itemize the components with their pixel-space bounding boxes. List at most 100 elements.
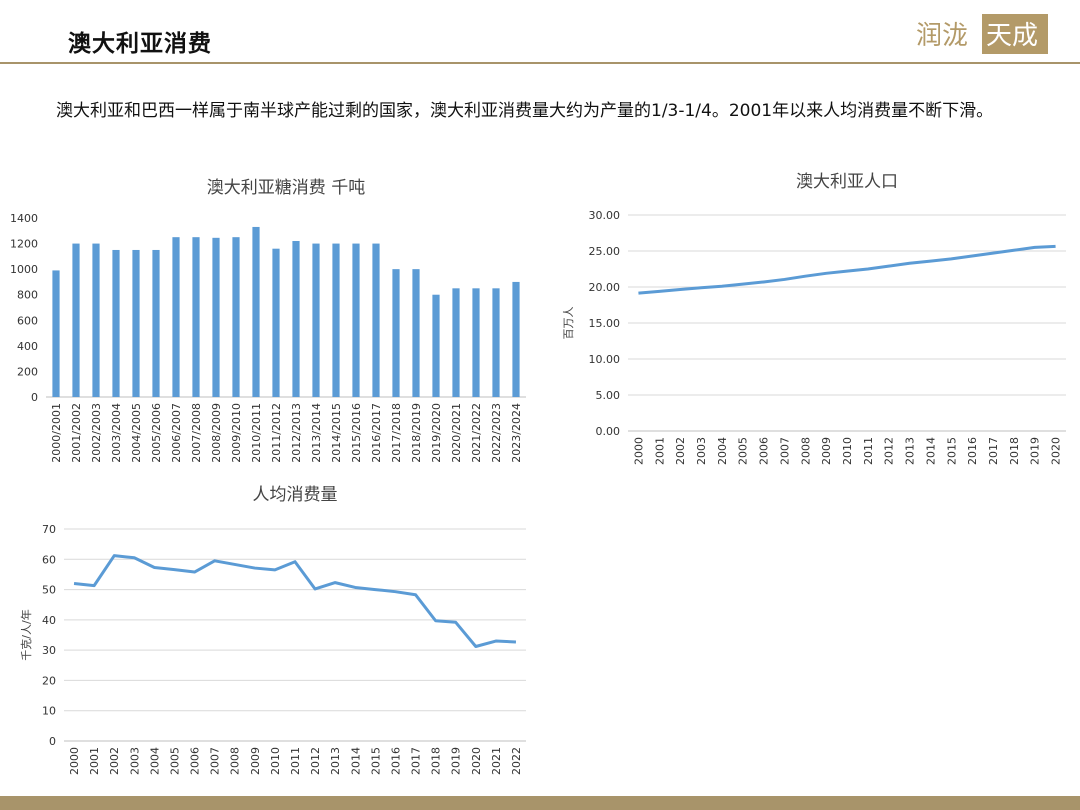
y-tick-label: 10.00 <box>589 353 621 366</box>
x-tick-label: 2005/2006 <box>150 403 163 463</box>
y-tick-label: 25.00 <box>589 245 621 258</box>
chart-title: 澳大利亚人口 <box>796 172 898 192</box>
series-line <box>638 244 1056 295</box>
svg-text:润泷: 润泷 <box>916 21 968 51</box>
x-tick-label: 2001/2002 <box>70 403 83 463</box>
x-tick-label: 2007/2008 <box>190 403 203 463</box>
x-tick-label: 2015 <box>945 437 958 465</box>
y-tick-label: 600 <box>17 314 38 327</box>
x-tick-label: 2020 <box>1050 437 1063 465</box>
y-tick-label: 20 <box>42 674 56 687</box>
y-axis-label: 百万人 <box>562 307 575 340</box>
x-tick-label: 2009 <box>249 747 262 775</box>
bar <box>172 237 180 397</box>
x-tick-label: 2020 <box>470 747 483 775</box>
bar <box>52 270 60 397</box>
y-tick-label: 50 <box>42 584 56 597</box>
bar <box>472 288 480 397</box>
x-tick-label: 2015 <box>369 747 382 775</box>
x-tick-label: 2017 <box>987 437 1000 465</box>
bar <box>412 269 420 397</box>
bar <box>192 237 200 397</box>
x-tick-label: 2001 <box>88 747 101 775</box>
y-tick-label: 400 <box>17 340 38 353</box>
bar <box>432 294 440 397</box>
x-tick-label: 2014/2015 <box>330 403 343 463</box>
x-tick-label: 2017/2018 <box>390 403 403 463</box>
header-divider <box>0 62 1080 64</box>
x-tick-label: 2010/2011 <box>250 403 263 463</box>
x-tick-label: 2021/2022 <box>470 403 483 463</box>
per-capita-line-chart: 人均消费量 0 10 20 30 40 50 60 70 千克/人/年 2000 2001 2002 20… <box>19 485 526 775</box>
x-tick-label: 2002 <box>108 747 121 775</box>
x-tick-label: 2011 <box>289 747 302 775</box>
x-tick-label: 2012 <box>883 437 896 465</box>
x-tick-label: 2009 <box>820 437 833 465</box>
x-tick-label: 2016 <box>966 437 979 465</box>
x-tick-label: 2013 <box>329 747 342 775</box>
x-tick-label: 2008/2009 <box>210 403 223 463</box>
y-tick-label: 1000 <box>10 263 38 276</box>
x-tick-label: 2011/2012 <box>270 403 283 463</box>
x-tick-label: 2004 <box>716 437 729 465</box>
x-tick-label: 2016/2017 <box>370 403 383 463</box>
y-tick-label: 10 <box>42 705 56 718</box>
chart-title: 人均消费量 <box>253 485 338 505</box>
x-tick-label: 2017 <box>410 747 423 775</box>
y-tick-label: 60 <box>42 553 56 566</box>
bar <box>112 249 120 397</box>
bar <box>352 243 360 397</box>
bar <box>292 241 300 397</box>
x-tick-label: 2016 <box>389 747 402 775</box>
x-tick-label: 2003/2004 <box>110 403 123 463</box>
y-tick-label: 1400 <box>10 212 38 225</box>
y-tick-label: 5.00 <box>596 389 621 402</box>
x-tick-label: 2002 <box>674 437 687 465</box>
x-tick-label: 2023/2024 <box>510 403 523 463</box>
x-tick-label: 2000/2001 <box>50 403 63 463</box>
x-tick-label: 2010 <box>269 747 282 775</box>
x-tick-label: 2018/2019 <box>410 403 423 463</box>
x-tick-label: 2011 <box>862 437 875 465</box>
bar <box>452 288 460 397</box>
x-tick-label: 2013 <box>904 437 917 465</box>
x-tick-label: 2007 <box>778 437 791 465</box>
x-tick-label: 2010 <box>841 437 854 465</box>
y-tick-label: 20.00 <box>589 281 621 294</box>
x-tick-label: 2004/2005 <box>130 403 143 463</box>
bar <box>392 269 400 397</box>
x-tick-label: 2007 <box>209 747 222 775</box>
page-title: 澳大利亚消费 <box>68 31 212 57</box>
y-tick-label: 15.00 <box>589 317 621 330</box>
y-tick-label: 0.00 <box>596 425 621 438</box>
bar <box>92 243 100 397</box>
y-tick-label: 40 <box>42 614 56 627</box>
svg-text:天成: 天成 <box>986 21 1038 51</box>
x-tick-label: 2008 <box>799 437 812 465</box>
x-tick-label: 2022/2023 <box>490 403 503 463</box>
x-tick-label: 2006 <box>758 437 771 465</box>
x-tick-label: 2014 <box>349 747 362 775</box>
bar <box>152 249 160 397</box>
chart-title: 澳大利亚糖消费 千吨 <box>207 178 365 198</box>
x-tick-label: 2020/2021 <box>450 403 463 463</box>
y-tick-label: 1200 <box>10 238 38 251</box>
x-tick-label: 2013/2014 <box>310 403 323 463</box>
x-tick-label: 2018 <box>1008 437 1021 465</box>
x-tick-label: 2015/2016 <box>350 403 363 463</box>
y-tick-label: 200 <box>17 365 38 378</box>
y-tick-label: 30.00 <box>589 209 621 222</box>
x-tick-label: 2009/2010 <box>230 403 243 463</box>
sugar-consumption-bar-chart: 澳大利亚糖消费 千吨 0 200 400 600 800 1000 1200 1400 2000/… <box>10 178 526 463</box>
x-tick-label: 2005 <box>737 437 750 465</box>
x-tick-label: 2004 <box>148 747 161 775</box>
bar <box>232 237 240 397</box>
x-tick-label: 2003 <box>695 437 708 465</box>
bar <box>312 243 320 397</box>
y-tick-label: 0 <box>49 735 56 748</box>
bar <box>72 243 80 397</box>
x-tick-label: 2000 <box>68 747 81 775</box>
y-axis-label: 千克/人/年 <box>19 609 33 660</box>
x-tick-label: 2001 <box>653 437 666 465</box>
y-tick-label: 800 <box>17 289 38 302</box>
